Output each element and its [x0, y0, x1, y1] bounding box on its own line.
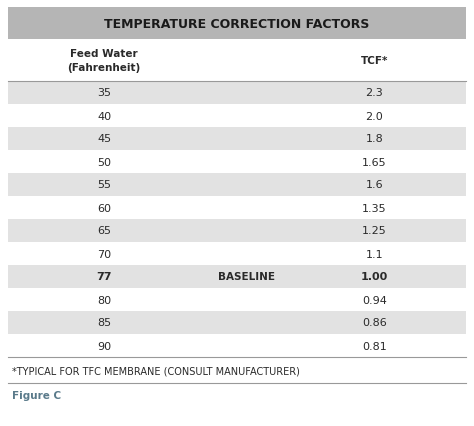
Text: 1.6: 1.6 — [365, 180, 383, 190]
Text: 85: 85 — [97, 318, 111, 328]
Bar — [8, 196, 466, 219]
Text: 40: 40 — [97, 111, 111, 121]
Text: 0.94: 0.94 — [362, 295, 387, 305]
Text: 0.81: 0.81 — [362, 341, 387, 351]
Bar — [8, 242, 466, 265]
Text: 2.0: 2.0 — [365, 111, 383, 121]
Bar — [8, 40, 466, 82]
Bar — [8, 265, 466, 288]
Bar — [8, 128, 466, 151]
Bar — [8, 8, 466, 40]
Text: 60: 60 — [97, 203, 111, 213]
Text: 1.25: 1.25 — [362, 226, 387, 236]
Text: 1.8: 1.8 — [365, 134, 383, 144]
Text: 1.35: 1.35 — [362, 203, 387, 213]
Bar — [8, 288, 466, 311]
Bar — [8, 151, 466, 173]
Text: TEMPERATURE CORRECTION FACTORS: TEMPERATURE CORRECTION FACTORS — [104, 17, 370, 30]
Text: 1.00: 1.00 — [361, 272, 388, 282]
Text: 1.1: 1.1 — [365, 249, 383, 259]
Text: 65: 65 — [97, 226, 111, 236]
Text: 2.3: 2.3 — [365, 88, 383, 98]
Bar — [8, 82, 466, 105]
Text: 77: 77 — [96, 272, 112, 282]
Text: *TYPICAL FOR TFC MEMBRANE (CONSULT MANUFACTURER): *TYPICAL FOR TFC MEMBRANE (CONSULT MANUF… — [12, 365, 300, 375]
Bar — [8, 173, 466, 196]
Text: 70: 70 — [97, 249, 111, 259]
Text: TCF*: TCF* — [361, 56, 388, 66]
Text: 55: 55 — [97, 180, 111, 190]
Text: 35: 35 — [97, 88, 111, 98]
Text: 50: 50 — [97, 157, 111, 167]
Bar — [8, 334, 466, 357]
Text: 90: 90 — [97, 341, 111, 351]
Bar — [8, 219, 466, 242]
Text: Figure C: Figure C — [12, 390, 61, 400]
Text: Feed Water
(Fahrenheit): Feed Water (Fahrenheit) — [68, 49, 141, 72]
Text: BASELINE: BASELINE — [218, 272, 274, 282]
Text: 0.86: 0.86 — [362, 318, 387, 328]
Text: 1.65: 1.65 — [362, 157, 387, 167]
Text: 80: 80 — [97, 295, 111, 305]
Text: 45: 45 — [97, 134, 111, 144]
Bar — [8, 105, 466, 128]
Bar — [8, 311, 466, 334]
